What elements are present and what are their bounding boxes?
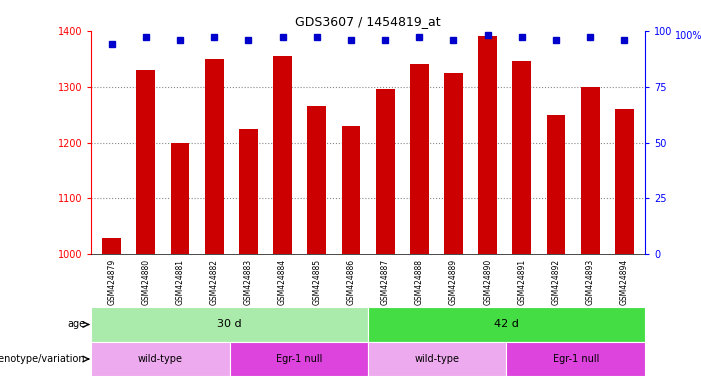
Bar bbox=[170, 142, 189, 254]
Bar bbox=[273, 56, 292, 254]
Text: 100%: 100% bbox=[675, 31, 701, 41]
Text: GSM424884: GSM424884 bbox=[278, 258, 287, 305]
Text: GSM424879: GSM424879 bbox=[107, 258, 116, 305]
Bar bbox=[137, 70, 155, 254]
Bar bbox=[368, 342, 507, 376]
Bar bbox=[205, 59, 224, 254]
Text: wild-type: wild-type bbox=[415, 354, 460, 364]
Bar bbox=[507, 342, 645, 376]
Bar bbox=[581, 87, 599, 254]
Text: GSM424894: GSM424894 bbox=[620, 258, 629, 305]
Text: 30 d: 30 d bbox=[217, 319, 242, 329]
Text: Egr-1 null: Egr-1 null bbox=[552, 354, 599, 364]
Bar bbox=[547, 114, 566, 254]
Bar bbox=[341, 126, 360, 254]
Bar bbox=[307, 106, 326, 254]
Bar bbox=[239, 129, 258, 254]
Text: genotype/variation: genotype/variation bbox=[0, 354, 86, 364]
Bar bbox=[102, 238, 121, 254]
Text: GSM424887: GSM424887 bbox=[381, 258, 390, 305]
Text: Egr-1 null: Egr-1 null bbox=[275, 354, 322, 364]
Text: GSM424886: GSM424886 bbox=[346, 258, 355, 305]
Text: GSM424883: GSM424883 bbox=[244, 258, 253, 305]
Bar bbox=[230, 342, 368, 376]
Bar bbox=[444, 73, 463, 254]
Text: GSM424889: GSM424889 bbox=[449, 258, 458, 305]
Bar bbox=[368, 307, 645, 342]
Bar bbox=[512, 61, 531, 254]
Title: GDS3607 / 1454819_at: GDS3607 / 1454819_at bbox=[295, 15, 441, 28]
Text: GSM424893: GSM424893 bbox=[586, 258, 594, 305]
Text: wild-type: wild-type bbox=[138, 354, 183, 364]
Text: GSM424892: GSM424892 bbox=[552, 258, 561, 305]
Text: GSM424880: GSM424880 bbox=[142, 258, 150, 305]
Bar bbox=[410, 64, 429, 254]
Text: GSM424882: GSM424882 bbox=[210, 258, 219, 305]
Text: age: age bbox=[67, 319, 86, 329]
Text: GSM424881: GSM424881 bbox=[175, 258, 184, 305]
Text: GSM424891: GSM424891 bbox=[517, 258, 526, 305]
Bar bbox=[478, 36, 497, 254]
Bar bbox=[91, 307, 368, 342]
Text: GSM424885: GSM424885 bbox=[312, 258, 321, 305]
Bar bbox=[91, 342, 230, 376]
Bar bbox=[376, 89, 395, 254]
Text: GSM424888: GSM424888 bbox=[415, 258, 424, 305]
Bar bbox=[615, 109, 634, 254]
Text: GSM424890: GSM424890 bbox=[483, 258, 492, 305]
Text: 42 d: 42 d bbox=[494, 319, 519, 329]
